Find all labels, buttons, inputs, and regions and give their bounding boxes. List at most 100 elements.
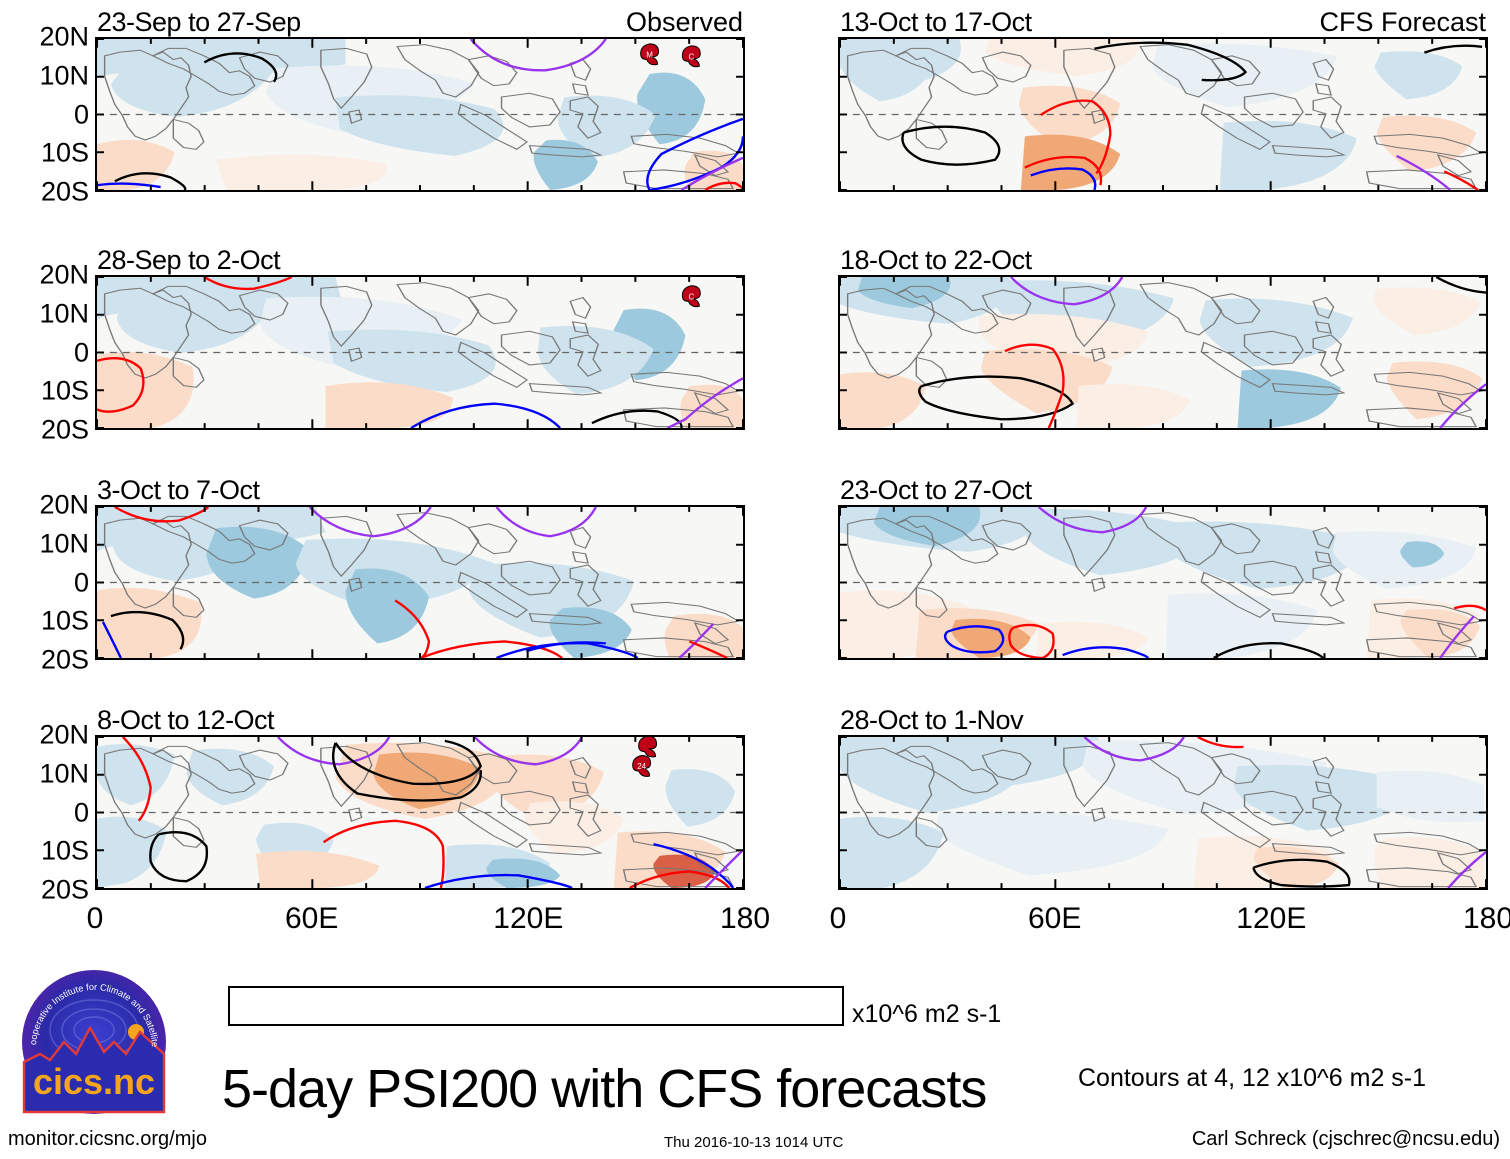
tropical-cyclone-symbol: C [681, 285, 701, 308]
colorbar-units-label: x10^6 m2 s-1 [852, 1000, 1002, 1028]
x-tick-label: 60E [284, 902, 339, 935]
panel-title: 23-Sep to 27-Sep [97, 7, 301, 37]
y-axis-labels: 20N 10N 0 10S 20S [0, 23, 95, 205]
axis-ticks [97, 737, 743, 888]
cics-nc-logo: cics.nc Cooperative Institute for Climat… [11, 954, 174, 1122]
axis-ticks [97, 277, 743, 428]
panel-fcst-4: 28-Oct to 1-Nov [838, 705, 1488, 890]
y-tick-label: 10S [40, 835, 89, 866]
wave-contours [97, 39, 743, 190]
y-axis-labels: 20N 10N 0 10S 20S [0, 721, 95, 903]
x-axis-labels-right: 0 60E 120E 180 [830, 902, 1510, 942]
panel-title: 23-Oct to 27-Oct [840, 475, 1032, 505]
panel-title: 28-Oct to 1-Nov [840, 705, 1024, 735]
y-tick-label: 20S [40, 414, 89, 445]
x-tick-label: 60E [1027, 902, 1082, 935]
y-axis-labels: 20N 10N 0 10S 20S [0, 491, 95, 673]
axis-ticks [840, 737, 1486, 888]
panel-title: 18-Oct to 22-Oct [840, 245, 1032, 275]
y-tick-label: 20S [40, 176, 89, 207]
panel-title: 28-Sep to 2-Oct [97, 245, 281, 275]
y-tick-label: 20N [39, 489, 89, 520]
panel-fcst-1: 13-Oct to 17-Oct CFS Forecast [838, 7, 1488, 192]
footer-url[interactable]: monitor.cicsnc.org/mjo [8, 1128, 207, 1150]
y-tick-label: 10S [40, 375, 89, 406]
x-tick-label: 180 [1462, 902, 1510, 935]
axis-ticks [97, 507, 743, 658]
map-canvas [838, 275, 1488, 430]
footer-author: Carl Schreck (cjschrec@ncsu.edu) [1191, 1128, 1500, 1150]
y-tick-label: 0 [73, 567, 89, 597]
axis-ticks [840, 507, 1486, 658]
cics-logo-graphic: cics.nc Cooperative Institute for Climat… [11, 954, 166, 1114]
panel-obs-4: 8-Oct to 12-Oct 20N 10N 0 10S 20S 24 [39, 705, 745, 903]
y-tick-label: 20N [39, 719, 89, 750]
wave-contours [101, 507, 728, 658]
tropical-cyclone-symbol: C [681, 45, 701, 68]
anomaly-shading [97, 507, 743, 658]
y-tick-label: 10N [39, 528, 89, 559]
colorbar [228, 986, 844, 1026]
anomaly-shading [97, 39, 743, 190]
axis-ticks [840, 39, 1486, 190]
x-tick-label: 180 [719, 902, 771, 935]
colorbar-ticks [228, 1026, 844, 1060]
footer-timestamp: Thu 2016-10-13 1014 UTC [664, 1134, 844, 1151]
cics-wordmark: cics.nc [33, 1061, 155, 1102]
panel-obs-2: 28-Sep to 2-Oct 20N 10N 0 10S 20S C [39, 245, 745, 443]
y-tick-label: 10S [40, 137, 89, 168]
x-tick-label: 0 [86, 902, 104, 935]
panel-title: 13-Oct to 17-Oct [840, 7, 1032, 37]
panel-title: 3-Oct to 7-Oct [97, 475, 260, 505]
tropical-cyclone-symbol: 24 [632, 755, 652, 777]
tropical-cyclone-symbol [638, 737, 658, 758]
svg-text:C: C [688, 53, 694, 62]
y-tick-label: 20N [39, 259, 89, 290]
map-canvas [838, 37, 1488, 192]
map-canvas: 24 [95, 735, 745, 890]
tropical-cyclone-symbol: M [640, 43, 660, 66]
panel-title: 8-Oct to 12-Oct [97, 705, 275, 735]
wave-contours [918, 277, 1486, 428]
y-tick-label: 20S [40, 874, 89, 905]
y-axis-labels: 20N 10N 0 10S 20S [0, 261, 95, 443]
y-tick-label: 10N [39, 60, 89, 91]
panel-fcst-2: 18-Oct to 22-Oct [838, 245, 1488, 430]
y-tick-label: 0 [73, 99, 89, 129]
column-header: Observed [625, 7, 743, 37]
anomaly-shading [840, 39, 1477, 190]
panel-obs-1: 23-Sep to 27-Sep Observed 20N 10N 0 10S 20S M C [39, 7, 745, 205]
x-tick-label: 0 [829, 902, 847, 935]
axis-ticks [97, 39, 743, 190]
map-canvas [838, 735, 1488, 890]
y-tick-label: 10N [39, 758, 89, 789]
anomaly-shading [840, 737, 1485, 888]
y-tick-label: 0 [73, 337, 89, 367]
panel-fcst-3: 23-Oct to 27-Oct [838, 475, 1488, 660]
wave-contours [901, 41, 1483, 190]
svg-text:C: C [688, 292, 694, 301]
axis-ticks [840, 277, 1486, 428]
map-canvas: C [95, 275, 745, 430]
wave-contours [943, 507, 1486, 658]
y-tick-label: 20N [39, 21, 89, 52]
column-header: CFS Forecast [1319, 7, 1486, 37]
colorbar-swatches [228, 986, 844, 1026]
svg-text:M: M [646, 51, 653, 60]
contour-interval-note: Contours at 4, 12 x10^6 m2 s-1 [1078, 1064, 1427, 1092]
wave-contours [97, 277, 743, 428]
svg-text:24: 24 [637, 762, 646, 771]
x-tick-label: 120E [493, 902, 564, 935]
y-tick-label: 10N [39, 298, 89, 329]
y-tick-label: 10S [40, 605, 89, 636]
map-canvas [838, 505, 1488, 660]
y-tick-label: 20S [40, 644, 89, 675]
panel-grid: 23-Sep to 27-Sep Observed 20N 10N 0 10S 20S M C 2… [39, 7, 1510, 935]
wave-legend [1078, 986, 1498, 1056]
y-tick-label: 0 [73, 797, 89, 827]
panel-obs-3: 3-Oct to 7-Oct 20N 10N 0 10S 20S [39, 475, 745, 673]
x-tick-label: 120E [1236, 902, 1307, 935]
map-canvas [95, 505, 745, 660]
x-axis-labels-left: 0 60E 120E 180 [87, 902, 770, 942]
